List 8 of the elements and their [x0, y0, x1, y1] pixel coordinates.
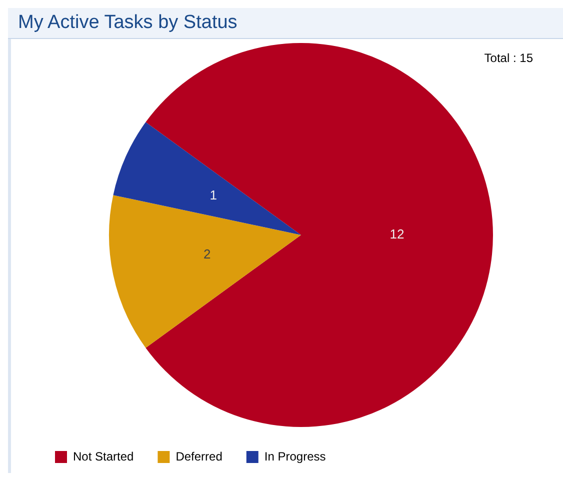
legend-label: Deferred — [176, 449, 222, 464]
data-label: 12 — [390, 226, 404, 242]
legend-label: In Progress — [264, 449, 326, 464]
legend-label: Not Started — [73, 449, 134, 464]
data-label: 2 — [203, 246, 211, 262]
chart-title: My Active Tasks by Status — [8, 8, 563, 39]
text: Total : 15 — [484, 51, 533, 65]
data-label: 1 — [210, 188, 217, 203]
